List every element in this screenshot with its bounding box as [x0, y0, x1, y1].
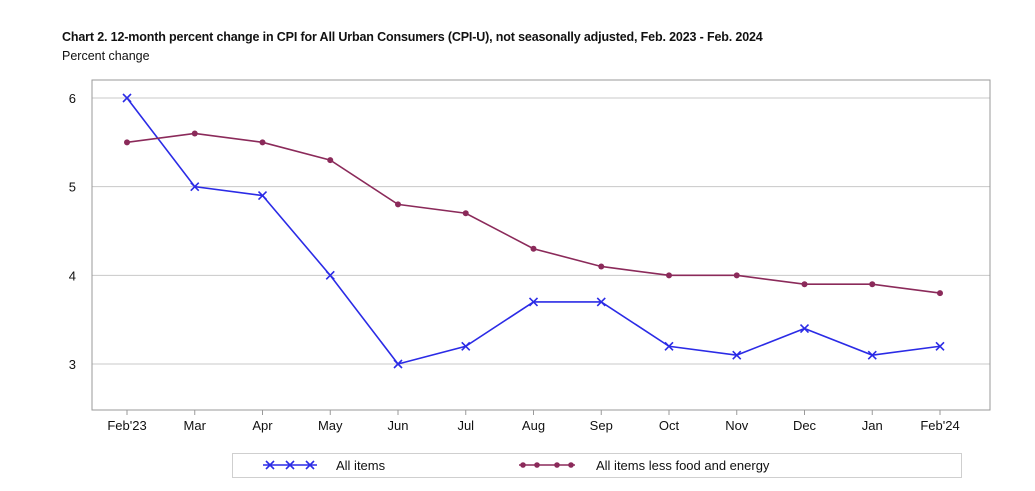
data-point-circle-marker: [462, 210, 469, 217]
data-point-circle-marker: [666, 272, 672, 279]
y-tick-label: 4: [69, 268, 76, 283]
data-point-circle-marker: [395, 201, 401, 208]
data-point-x-marker: [596, 297, 606, 307]
x-tick-label: Mar: [184, 418, 207, 433]
data-point-x-marker: [393, 359, 403, 369]
data-point-circle-marker: [124, 139, 130, 146]
data-point-x-marker: [461, 341, 471, 351]
legend-swatch-all-items: [263, 460, 317, 470]
x-tick-label: Dec: [793, 418, 817, 433]
legend-label-all-items: All items: [336, 458, 386, 473]
data-point-circle-marker: [259, 139, 266, 146]
chart-title: Chart 2. 12-month percent change in CPI …: [62, 30, 763, 44]
x-tick-label: Jul: [457, 418, 474, 433]
data-point-circle-marker: [530, 245, 537, 252]
x-tick-label: May: [318, 418, 343, 433]
x-tick-label: Feb'23: [107, 418, 146, 433]
data-point-x-marker: [257, 190, 268, 201]
x-tick-label: Nov: [725, 418, 749, 433]
x-tick-label: Jan: [862, 418, 883, 433]
data-point-circle-marker: [801, 281, 808, 288]
data-point-x-marker: [732, 350, 742, 360]
data-point-x-marker: [799, 323, 810, 334]
data-point-x-marker: [325, 270, 335, 280]
legend: All items All items less food and energy: [232, 453, 962, 478]
y-tick-label: 6: [69, 91, 76, 106]
data-point-x-marker: [528, 297, 539, 307]
y-tick-label: 5: [69, 180, 76, 195]
data-point-x-marker: [664, 341, 674, 351]
data-point-circle-marker: [733, 272, 740, 279]
data-point-x-marker: [190, 182, 200, 192]
x-tick-label: Jun: [388, 418, 409, 433]
y-tick-label: 3: [69, 357, 76, 372]
x-tick-label: Aug: [522, 418, 545, 433]
series-line-0: [126, 97, 941, 365]
plot-frame: [91, 79, 991, 411]
data-point-circle-marker: [869, 281, 876, 288]
data-point-x-marker: [867, 350, 877, 360]
chart-subtitle: Percent change: [62, 49, 150, 63]
x-tick-label: Feb'24: [920, 418, 959, 433]
x-tick-label: Oct: [659, 418, 680, 433]
x-tick-label: Apr: [252, 418, 273, 433]
x-tick-label: Sep: [590, 418, 613, 433]
legend-label-core: All items less food and energy: [596, 458, 770, 473]
series-line-1: [126, 132, 941, 294]
legend-swatch-core: [519, 462, 575, 468]
data-point-x-marker: [935, 341, 945, 351]
data-point-circle-marker: [191, 130, 198, 137]
data-point-circle-marker: [327, 157, 334, 164]
data-point-circle-marker: [598, 263, 605, 270]
data-point-circle-marker: [937, 290, 943, 297]
data-point-x-marker: [122, 93, 132, 103]
